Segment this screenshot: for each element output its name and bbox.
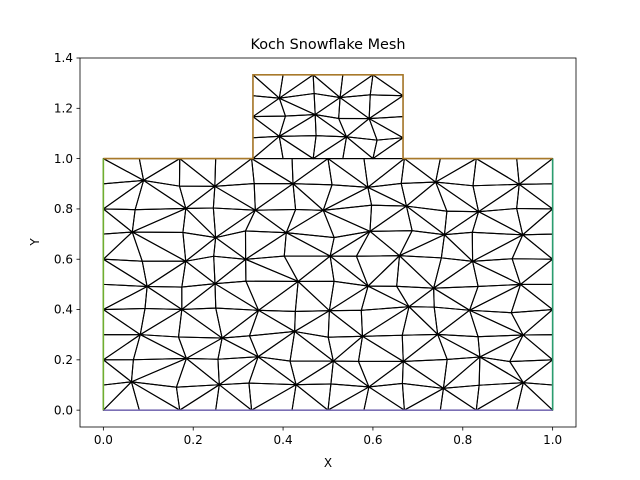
boundary-layer xyxy=(102,74,554,411)
y-tick-label: 1.0 xyxy=(54,152,73,166)
x-tick-label: 0.6 xyxy=(363,433,382,447)
y-tick-label: 1.2 xyxy=(54,102,73,116)
y-tick-label: 0.8 xyxy=(54,202,73,216)
boundary-segment xyxy=(103,74,553,160)
y-tick-label: 0.2 xyxy=(54,353,73,367)
x-tick-label: 0.8 xyxy=(453,433,472,447)
x-tick-label: 0.2 xyxy=(184,433,203,447)
y-tick-label: 1.4 xyxy=(54,51,73,65)
y-axis-label: Y xyxy=(28,238,42,247)
y-ticks: 0.0 0.2 0.4 0.6 0.8 1.0 1.2 1.4 xyxy=(54,51,80,417)
x-tick-label: 0.0 xyxy=(94,433,113,447)
x-axis-label: X xyxy=(324,456,332,470)
x-tick-label: 1.0 xyxy=(543,433,562,447)
x-ticks: 0.0 0.2 0.4 0.6 0.8 1.0 xyxy=(94,427,562,447)
y-tick-label: 0.0 xyxy=(54,403,73,417)
x-tick-label: 0.4 xyxy=(274,433,293,447)
chart-title: Koch Snowflake Mesh xyxy=(251,37,406,53)
y-tick-label: 0.4 xyxy=(54,303,73,317)
axes-frame xyxy=(79,57,577,428)
y-tick-label: 0.6 xyxy=(54,252,73,266)
